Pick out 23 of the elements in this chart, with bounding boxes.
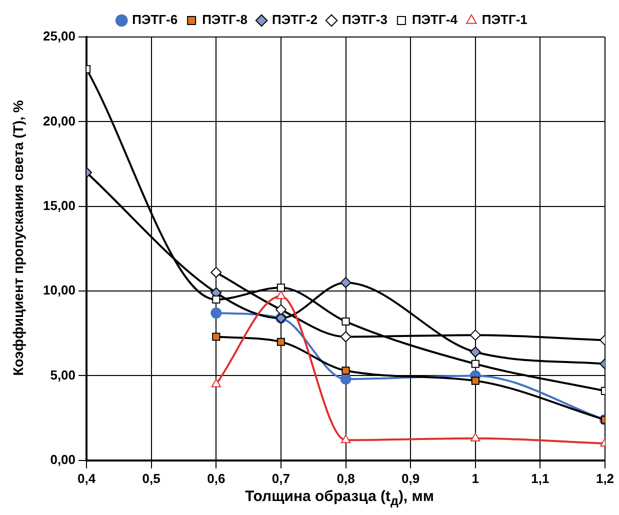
legend-label: ПЭТГ-6 [132, 12, 178, 28]
y-tick-label: 15,00 [42, 198, 76, 213]
y-tick-label: 10,00 [42, 282, 76, 298]
x-tick-label: 0,4 [77, 470, 96, 486]
y-tick-label: 0,00 [50, 452, 76, 467]
legend-label: ПЭТГ-8 [202, 12, 248, 28]
y-axis-title: Коэффициент пропускания света (T), % [10, 99, 26, 378]
x-tick-label: 0,5 [142, 470, 160, 486]
legend-label: ПЭТГ-4 [412, 12, 458, 28]
x-tick-label: 0,8 [336, 470, 355, 486]
x-tick-label: 0,6 [207, 470, 226, 486]
x-axis-title: Толщина образца (t$_{д}$), мм [244, 488, 435, 508]
y-tick-label: 25,00 [42, 28, 76, 44]
x-tick-label: 1,1 [531, 470, 550, 486]
x-tick-label: 0,9 [402, 470, 420, 486]
x-tick-label: 1,2 [596, 470, 614, 486]
legend-label: ПЭТГ-2 [272, 12, 318, 28]
y-tick-label: 20,00 [42, 113, 76, 128]
legend-label: ПЭТГ-3 [342, 12, 388, 28]
x-tick-label: 1 [472, 470, 479, 486]
legend-label: ПЭТГ-1 [482, 12, 528, 28]
y-tick-label: 5,00 [50, 367, 76, 382]
x-tick-label: 0,7 [272, 470, 290, 486]
